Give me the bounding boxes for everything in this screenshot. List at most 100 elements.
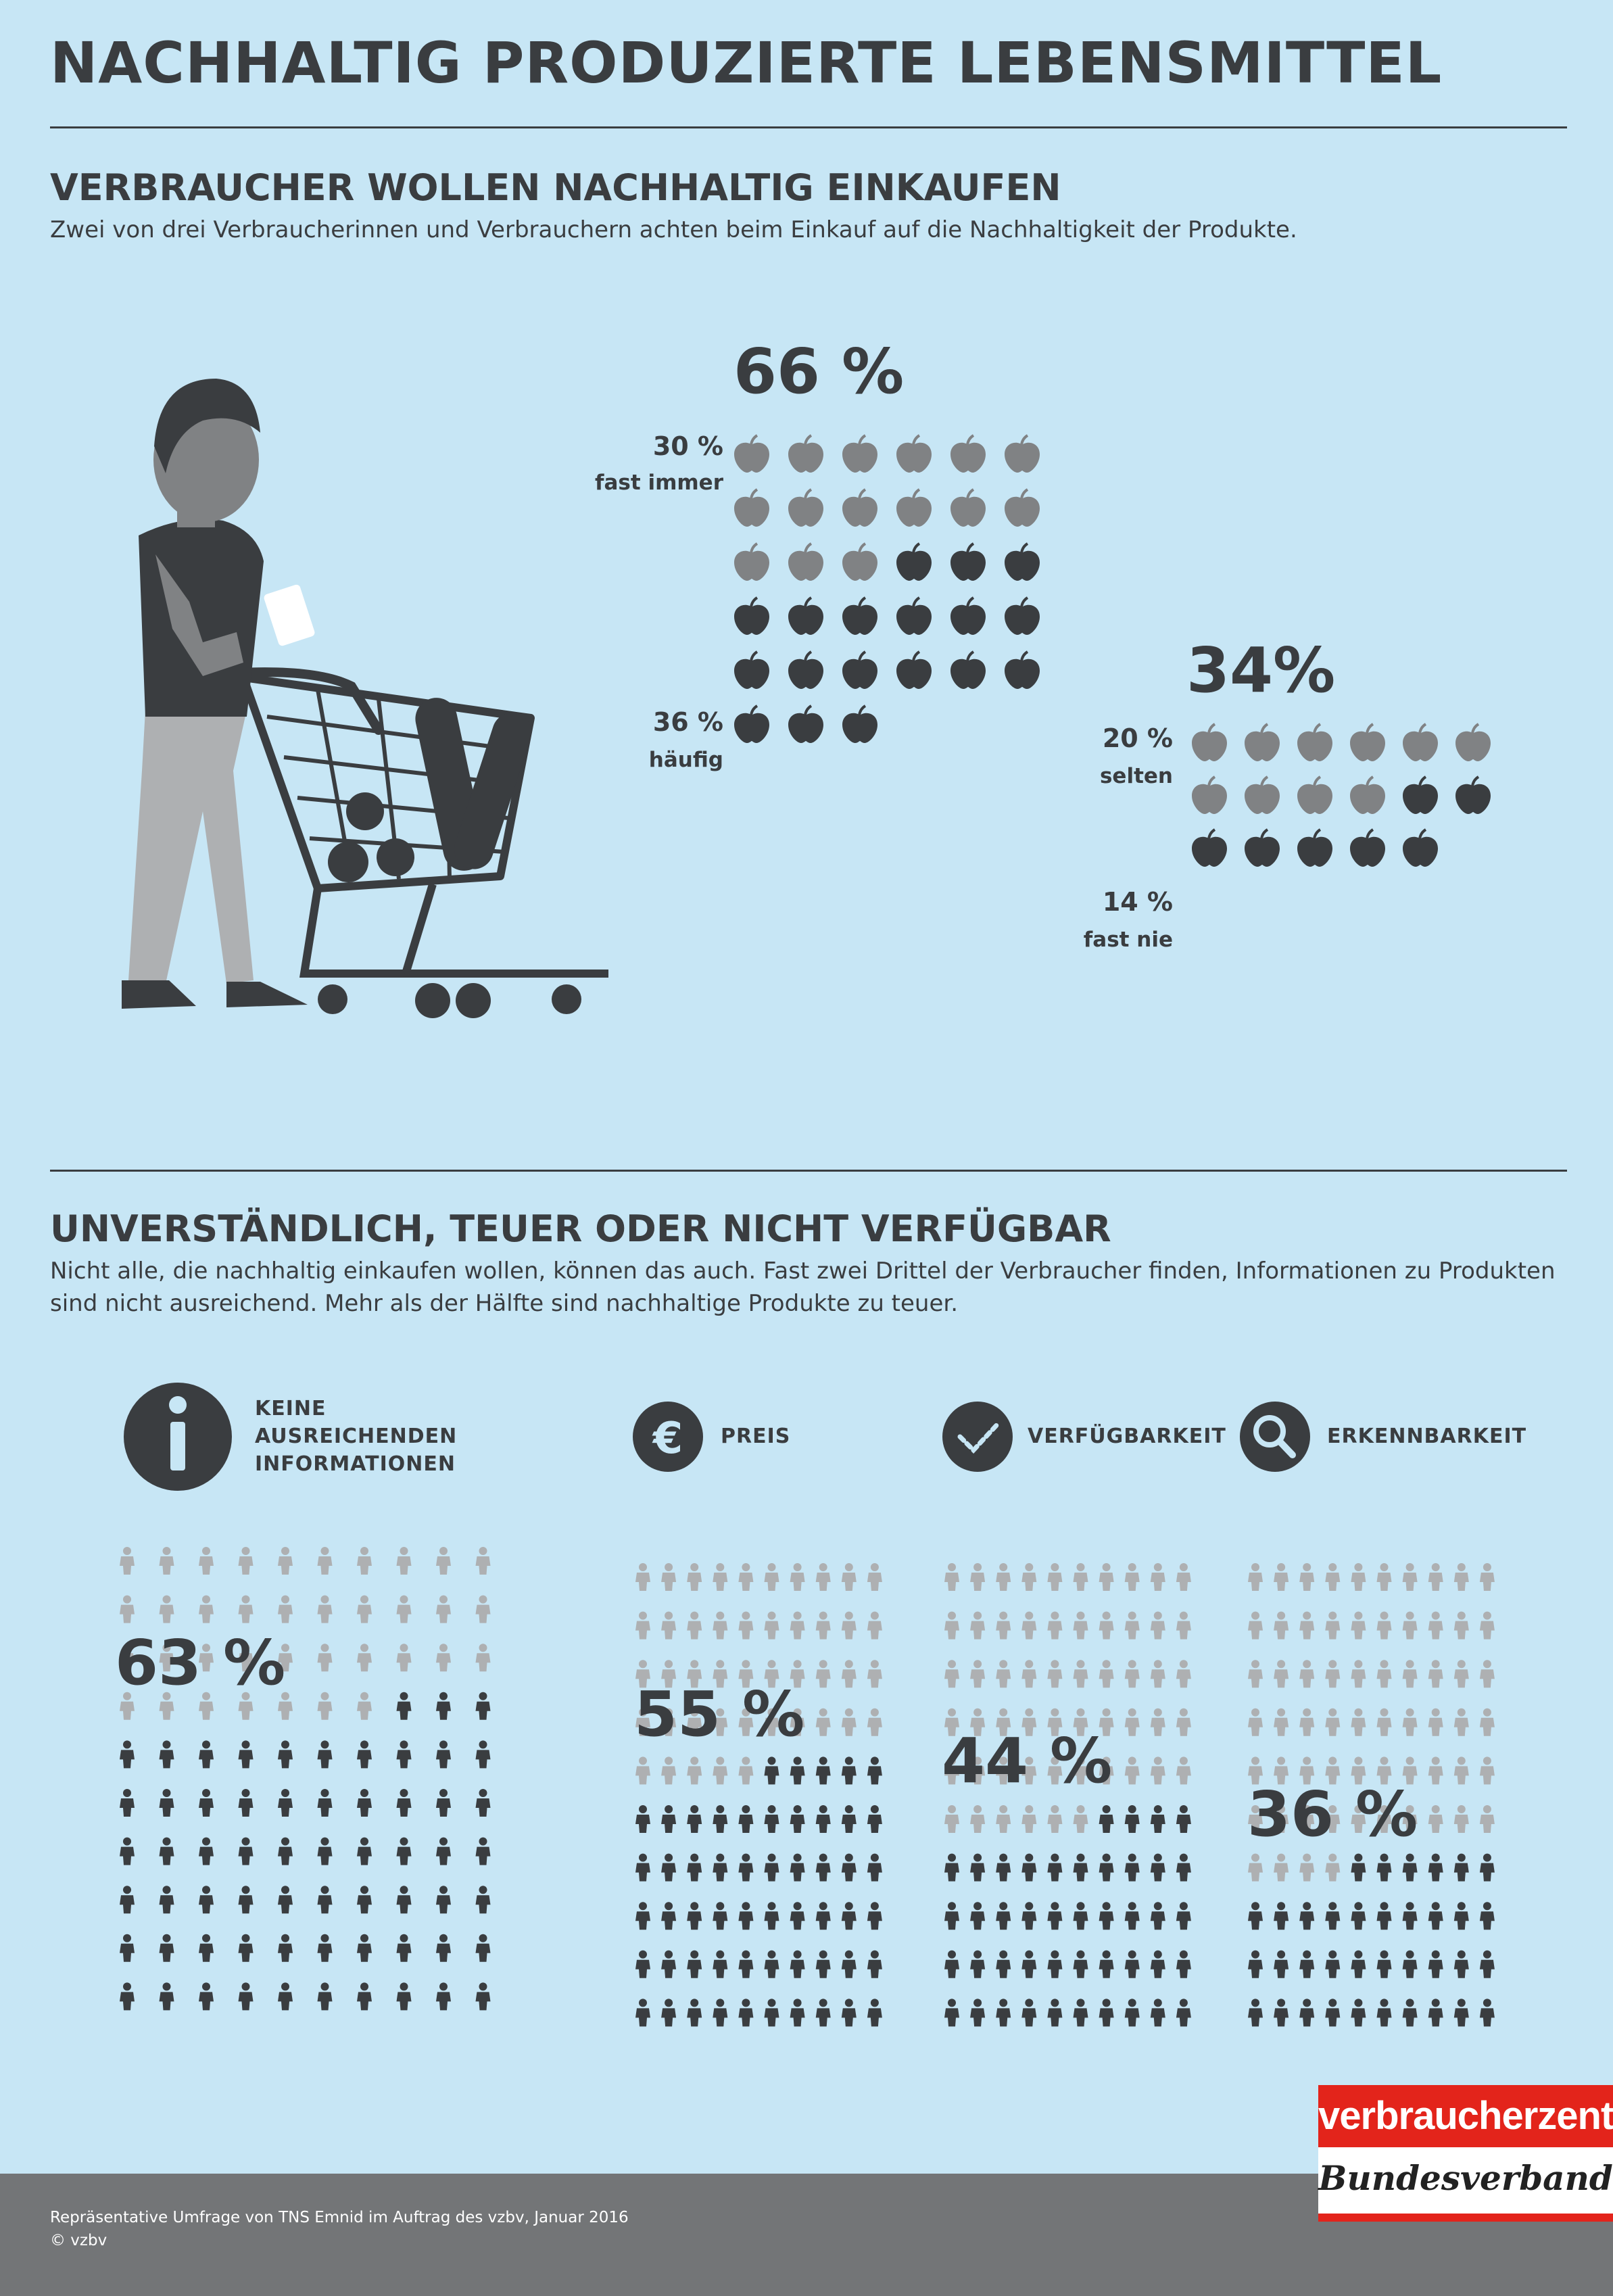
person-icon — [1274, 1660, 1289, 1688]
person-icon — [1124, 1853, 1140, 1882]
person-icon — [238, 1789, 254, 1817]
seg-lbl-haeufig: häufig — [648, 748, 723, 772]
person-icon — [1099, 1611, 1114, 1640]
page-title: NACHHALTIG PRODUZIERTE LEBENSMITTEL — [50, 30, 1443, 96]
person-icon — [1351, 1853, 1366, 1882]
person-icon — [238, 1886, 254, 1914]
person-icon — [1453, 1660, 1469, 1688]
person-icon — [1428, 1999, 1443, 2027]
person-icon — [841, 1853, 857, 1882]
person-icon — [1325, 1660, 1341, 1688]
person-icon — [199, 1982, 214, 2011]
person-icon — [1453, 1563, 1469, 1591]
person-icon — [1150, 1756, 1165, 1785]
cat-label-erkennbarkeit: ERKENNBARKEIT — [1327, 1425, 1527, 1448]
person-icon — [970, 1902, 986, 1930]
person-icon — [396, 1789, 412, 1817]
person-icon — [199, 1837, 214, 1865]
person-icon — [475, 1982, 491, 2011]
apple-icon — [896, 488, 932, 527]
logo-verbraucherzentrale: verbraucherzentrale — [1318, 2085, 1613, 2147]
person-icon — [790, 1805, 805, 1833]
person-icon — [1047, 1853, 1063, 1882]
person-icon — [841, 1999, 857, 2027]
person-icon — [120, 1837, 135, 1865]
apple-icon — [734, 434, 769, 473]
person-icon — [687, 1999, 702, 2027]
person-icon — [1351, 1950, 1366, 1978]
person-icon — [841, 1902, 857, 1930]
apple-icon — [1455, 723, 1491, 761]
person-icon — [199, 1789, 214, 1817]
apple-icon — [896, 650, 932, 689]
person-icon — [278, 1982, 293, 2011]
person-icon — [159, 1837, 174, 1865]
person-icon — [1021, 1902, 1037, 1930]
cat-label-informationen: KEINE AUSREICHENDEN INFORMATIONEN — [255, 1397, 458, 1476]
person-icon — [159, 1595, 174, 1623]
person-icon — [1325, 1805, 1341, 1833]
person-icon — [996, 1805, 1011, 1833]
person-icon — [1325, 1756, 1341, 1785]
person-icon — [1453, 1999, 1469, 2027]
person-icon — [687, 1756, 702, 1785]
apple-icon — [734, 650, 769, 689]
person-icon — [738, 1563, 754, 1591]
person-icon — [1150, 1902, 1165, 1930]
person-icon — [1479, 1950, 1495, 1978]
person-icon — [396, 1982, 412, 2011]
person-icon — [1047, 1902, 1063, 1930]
person-icon — [867, 1563, 882, 1591]
person-icon — [1402, 1902, 1418, 1930]
person-icon — [396, 1595, 412, 1623]
person-icon — [1351, 1660, 1366, 1688]
person-icon — [1047, 1756, 1063, 1785]
person-icon — [635, 1902, 650, 1930]
person-icon — [357, 1982, 372, 2011]
person-icon — [996, 1999, 1011, 2027]
apple-icon — [842, 434, 877, 473]
person-icon — [1351, 1708, 1366, 1736]
person-icon — [1274, 1708, 1289, 1736]
person-icon — [661, 1902, 677, 1930]
person-icon — [120, 1595, 135, 1623]
person-icon — [790, 1756, 805, 1785]
person-icon — [790, 1950, 805, 1978]
person-icon — [278, 1789, 293, 1817]
person-icon — [815, 1756, 831, 1785]
apple-icon — [788, 434, 823, 473]
person-icon — [790, 1660, 805, 1688]
person-icon — [159, 1692, 174, 1720]
person-icon — [1274, 1902, 1289, 1930]
person-icon — [1176, 1902, 1191, 1930]
person-icon — [764, 1805, 779, 1833]
cat-label-preis: PREIS — [721, 1425, 791, 1448]
person-icon — [396, 1934, 412, 1962]
person-icon — [790, 1563, 805, 1591]
person-icon — [317, 1547, 333, 1575]
person-icon — [199, 1886, 214, 1914]
person-icon — [1176, 1805, 1191, 1833]
person-icon — [357, 1595, 372, 1623]
person-icon — [635, 1708, 650, 1736]
person-icon — [357, 1886, 372, 1914]
person-icon — [278, 1886, 293, 1914]
person-icon — [1376, 1950, 1392, 1978]
person-icon — [238, 1644, 254, 1672]
person-icon — [867, 1708, 882, 1736]
person-icon — [1428, 1563, 1443, 1591]
person-icon — [713, 1805, 728, 1833]
person-icon — [1453, 1756, 1469, 1785]
person-icon — [687, 1708, 702, 1736]
person-icon — [1248, 1950, 1263, 1978]
person-icon — [1099, 1708, 1114, 1736]
total-label-66: 66 % — [733, 335, 905, 408]
person-icon — [1047, 1660, 1063, 1688]
person-icon — [1299, 1853, 1315, 1882]
person-icon — [1248, 1708, 1263, 1736]
person-icon — [436, 1547, 451, 1575]
person-icon — [357, 1740, 372, 1769]
apple-icon — [842, 650, 877, 689]
